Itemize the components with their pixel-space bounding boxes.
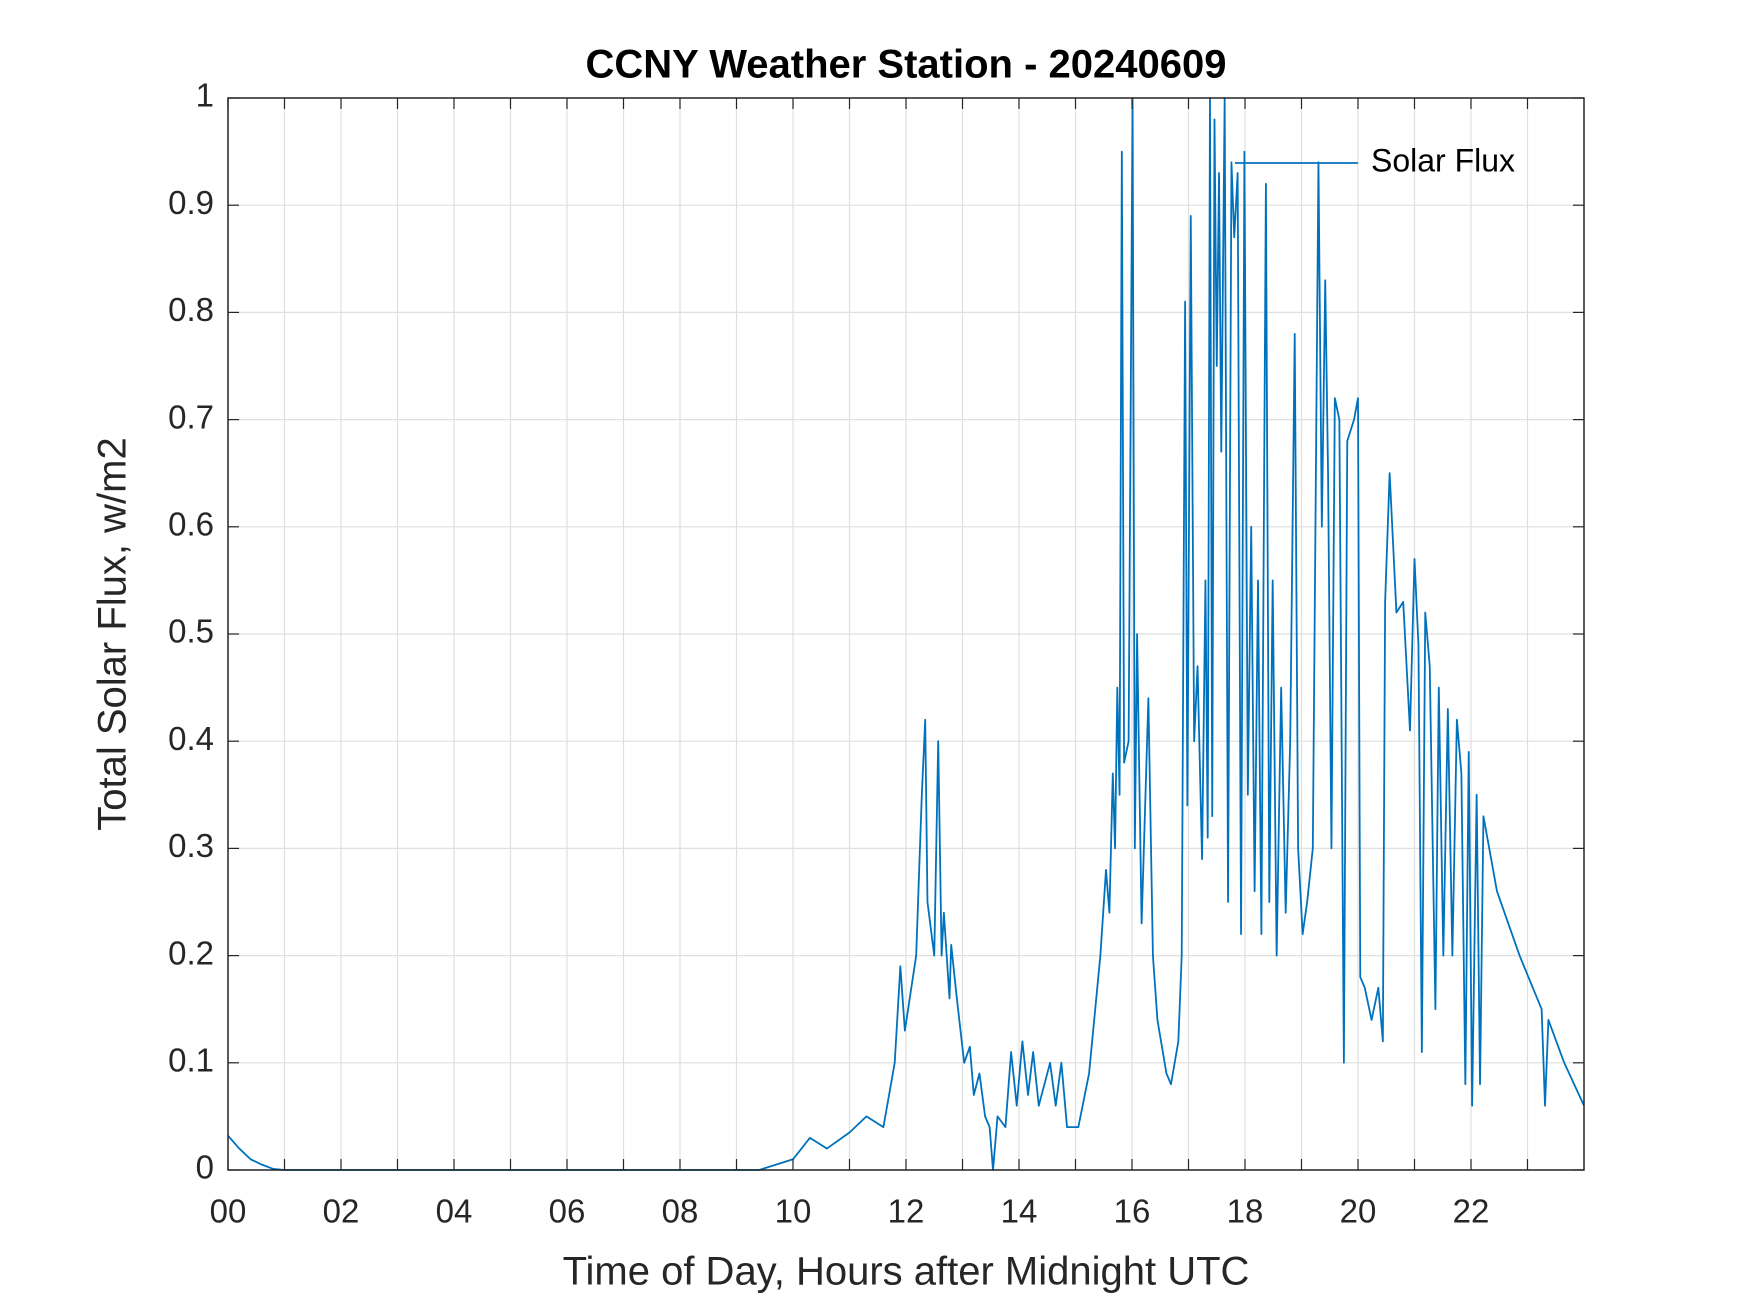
x-tick-label: 18 bbox=[1227, 1193, 1264, 1230]
y-axis-label: Total Solar Flux, w/m2 bbox=[91, 437, 135, 830]
y-tick-label: 0.9 bbox=[168, 184, 214, 221]
x-axis-label: Time of Day, Hours after Midnight UTC bbox=[563, 1250, 1250, 1294]
chart-title: CCNY Weather Station - 20240609 bbox=[586, 43, 1227, 87]
y-tick-label: 0.8 bbox=[168, 291, 214, 328]
x-tick-label: 12 bbox=[888, 1193, 925, 1230]
data-line bbox=[227, 97, 1585, 1171]
x-tick-label: 22 bbox=[1453, 1193, 1490, 1230]
y-tick-label: 0.1 bbox=[168, 1042, 214, 1079]
y-tick-label: 0.3 bbox=[168, 827, 214, 864]
x-tick-label: 06 bbox=[549, 1193, 586, 1230]
y-tick-label: 0.6 bbox=[168, 506, 214, 543]
y-tick-label: 0.4 bbox=[168, 720, 214, 757]
x-tick-label: 16 bbox=[1114, 1193, 1151, 1230]
legend-label: Solar Flux bbox=[1371, 142, 1515, 178]
y-tick-label: 1 bbox=[196, 77, 214, 114]
plot-area bbox=[227, 97, 1585, 1171]
x-tick-label: 02 bbox=[323, 1193, 360, 1230]
x-tick-label: 20 bbox=[1340, 1193, 1377, 1230]
y-tick-label: 0.2 bbox=[168, 934, 214, 971]
x-tick-label: 08 bbox=[662, 1193, 699, 1230]
x-tick-label: 00 bbox=[210, 1193, 247, 1230]
y-tick-label: 0.7 bbox=[168, 398, 214, 435]
axes-box bbox=[227, 97, 1585, 1171]
x-tick-label: 14 bbox=[1001, 1193, 1038, 1230]
x-tick-label: 10 bbox=[775, 1193, 812, 1230]
y-tick-label: 0.5 bbox=[168, 613, 214, 650]
x-tick-label: 04 bbox=[436, 1193, 473, 1230]
y-tick-label: 0 bbox=[196, 1149, 214, 1186]
